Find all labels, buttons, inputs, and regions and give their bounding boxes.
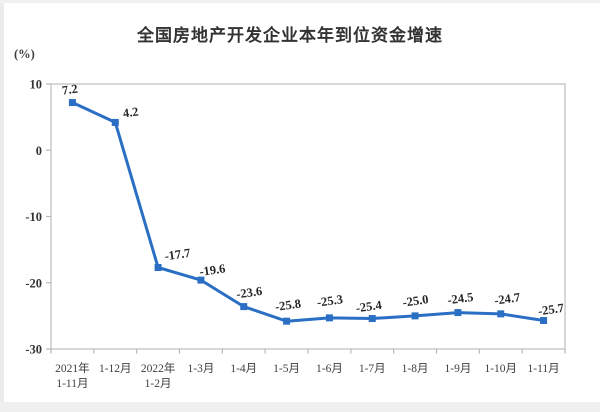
data-point-label: -25.3	[316, 292, 344, 309]
series-line	[70, 101, 546, 323]
data-point-marker	[283, 317, 291, 325]
data-point-marker	[197, 276, 205, 284]
data-point-label: -25.0	[402, 292, 430, 309]
x-axis-category-label: 1-11月	[528, 363, 560, 375]
screenshot-left-edge	[0, 0, 4, 412]
x-axis-category-label: 1-6月	[316, 363, 343, 375]
data-point-marker	[454, 309, 462, 317]
x-axis-category-label: 1-10月	[484, 363, 517, 375]
data-point-label: -25.7	[537, 301, 565, 318]
y-axis-tick-label: 0	[36, 144, 42, 158]
x-axis-category-label: 1-8月	[402, 363, 429, 375]
x-axis: 2021年 1-11月 1-12月 2022年 1-2月 1-3月 1-4月 1-5月 1-6月…	[50, 349, 566, 390]
x-axis-category-label: 1-7月	[359, 363, 386, 375]
data-point-label: -17.7	[164, 246, 192, 263]
y-axis-tick-label: -20	[25, 276, 42, 290]
data-point-marker	[68, 99, 76, 107]
screenshot-bottom-strip	[0, 402, 600, 412]
data-point-label: -25.8	[274, 296, 302, 313]
x-axis-category-label: 2022年 1-2月	[141, 361, 176, 390]
data-point-marker	[154, 264, 162, 272]
data-point-label: -24.5	[446, 290, 474, 307]
data-point-label: 7.2	[61, 82, 78, 98]
x-axis-category-label: 1-3月	[187, 363, 214, 375]
screenshot-top-edge	[0, 0, 600, 3]
data-point-label: -23.6	[235, 284, 263, 301]
series-markers	[68, 99, 548, 325]
data-point-label: 4.2	[122, 104, 139, 120]
y-axis-unit-label: (%)	[14, 47, 35, 61]
y-axis-tick-label: 10	[30, 78, 43, 92]
x-axis-category-label: 1-12月	[99, 363, 132, 375]
data-labels: 7.2 4.2 -17.7 -19.6 -23.6 -25.8 -25.3 -25.4 -25.…	[61, 82, 565, 319]
data-point-label: -19.6	[198, 261, 226, 278]
y-axis-tick-label: -10	[25, 210, 42, 224]
data-point-marker	[240, 303, 248, 311]
x-axis-category-label: 1-4月	[230, 363, 257, 375]
data-point-marker	[411, 312, 419, 320]
data-point-marker	[325, 314, 333, 322]
x-axis-category-label: 1-5月	[273, 363, 300, 375]
data-point-label: -24.7	[493, 290, 521, 307]
y-axis-tick-label: -30	[25, 343, 42, 357]
x-axis-category-label: 1-9月	[444, 363, 471, 375]
data-point-marker	[540, 317, 548, 325]
data-point-marker	[497, 310, 505, 318]
data-point-label: -25.4	[355, 298, 383, 316]
data-point-marker	[368, 315, 376, 323]
plot-frame	[50, 83, 566, 350]
y-axis: 10 0 -10 -20 -30	[25, 78, 51, 357]
chart-title: 全国房地产开发企业本年到位资金增速	[137, 26, 443, 45]
x-axis-category-label: 2021年 1-11月	[55, 361, 90, 390]
data-point-marker	[111, 118, 119, 126]
